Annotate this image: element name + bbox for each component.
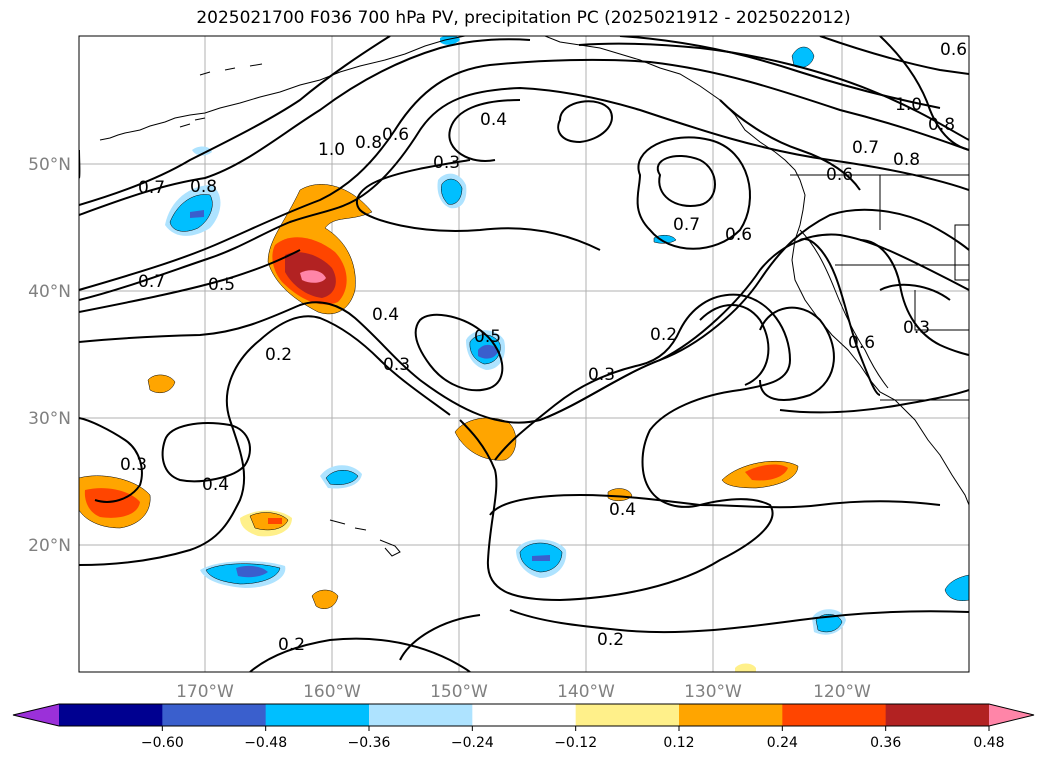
contour-label: 1.0 [318,140,345,160]
pv-contours [79,36,969,672]
contour-label: 0.2 [597,630,624,650]
colorbar-tick-label: 0.36 [870,735,901,751]
lon-label: 150°W [430,682,488,702]
lat-label: 20°N [28,536,71,556]
contour-label: 0.6 [848,333,875,353]
lon-label: 170°W [176,682,234,702]
map-title: 2025021700 F036 700 hPa PV, precipitatio… [196,8,851,28]
colorbar-segment [472,704,577,726]
contour-label: 0.3 [588,365,615,385]
contour-label: 0.6 [826,165,853,185]
contour-label: 0.3 [383,355,410,375]
contour-label: 0.2 [278,635,305,655]
colorbar-tick-label: −0.36 [348,735,391,751]
lon-label: 130°W [684,682,742,702]
colorbar-segment [782,704,887,726]
map-frame [78,35,970,673]
colorbar-tick-label: −0.12 [554,735,597,751]
contour-label: 0.3 [120,455,147,475]
contour-label: 0.4 [202,475,229,495]
contour-label: 0.8 [928,115,955,135]
lat-label: 40°N [28,282,71,302]
colorbar-tick-label: 0.24 [767,735,798,751]
lon-label: 160°W [303,682,361,702]
contour-label: 0.7 [852,138,879,158]
longitude-labels: 170°W 160°W 150°W 140°W 130°W 120°W [176,682,871,702]
colorbar-segment [265,704,370,726]
lat-label: 30°N [28,409,71,429]
colorbar-tick-label: 0.12 [663,735,694,751]
contour-label: 0.5 [474,327,501,347]
contour-label: 0.3 [433,153,460,173]
colorbar: −0.60 −0.48 −0.36 −0.24 −0.12 0.12 0.24 0.36 0.4… [12,703,1035,751]
colorbar-tick-label: 0.48 [973,735,1004,751]
contour-label: 0.6 [382,125,409,145]
contour-label: 0.3 [903,318,930,338]
colorbar-extend-min [13,704,59,726]
colorbar-segment [885,704,990,726]
contour-label: 0.4 [372,305,399,325]
colorbar-tick-label: −0.24 [451,735,494,751]
lon-label: 120°W [813,682,871,702]
coastlines [99,36,969,557]
latitude-labels: 50°N 40°N 30°N 20°N [28,155,71,556]
contour-label: 0.7 [673,215,700,235]
contour-label: 0.7 [138,272,165,292]
contour-label: 1.0 [895,95,922,115]
lon-label: 140°W [557,682,615,702]
colorbar-tick-label: −0.60 [141,735,184,751]
contour-label: 0.7 [138,178,165,198]
colorbar-extend-max [989,704,1034,726]
contour-label: 0.6 [940,40,967,60]
contour-label: 0.2 [650,325,677,345]
colorbar-tick-label: −0.48 [244,735,287,751]
colorbar-segment [679,704,783,726]
contour-label: 0.8 [355,133,382,153]
colorbar-segment [162,704,267,726]
contour-label: 0.8 [893,150,920,170]
colorbar-segment [59,704,163,726]
contour-label: 0.8 [190,177,217,197]
colorbar-outline [12,703,1035,727]
colorbar-segment [369,704,473,726]
lat-label: 50°N [28,155,71,175]
colorbar-segment [575,704,680,726]
contour-label: 0.2 [265,345,292,365]
contour-label: 0.4 [609,500,636,520]
contour-label: 0.6 [725,225,752,245]
contour-label: 0.5 [208,275,235,295]
contour-label: 0.4 [480,110,507,130]
gridlines [79,36,969,672]
contour-labels: 0.7 0.8 1.0 0.8 0.6 0.4 0.3 0.7 0.6 0.6 … [120,40,967,655]
